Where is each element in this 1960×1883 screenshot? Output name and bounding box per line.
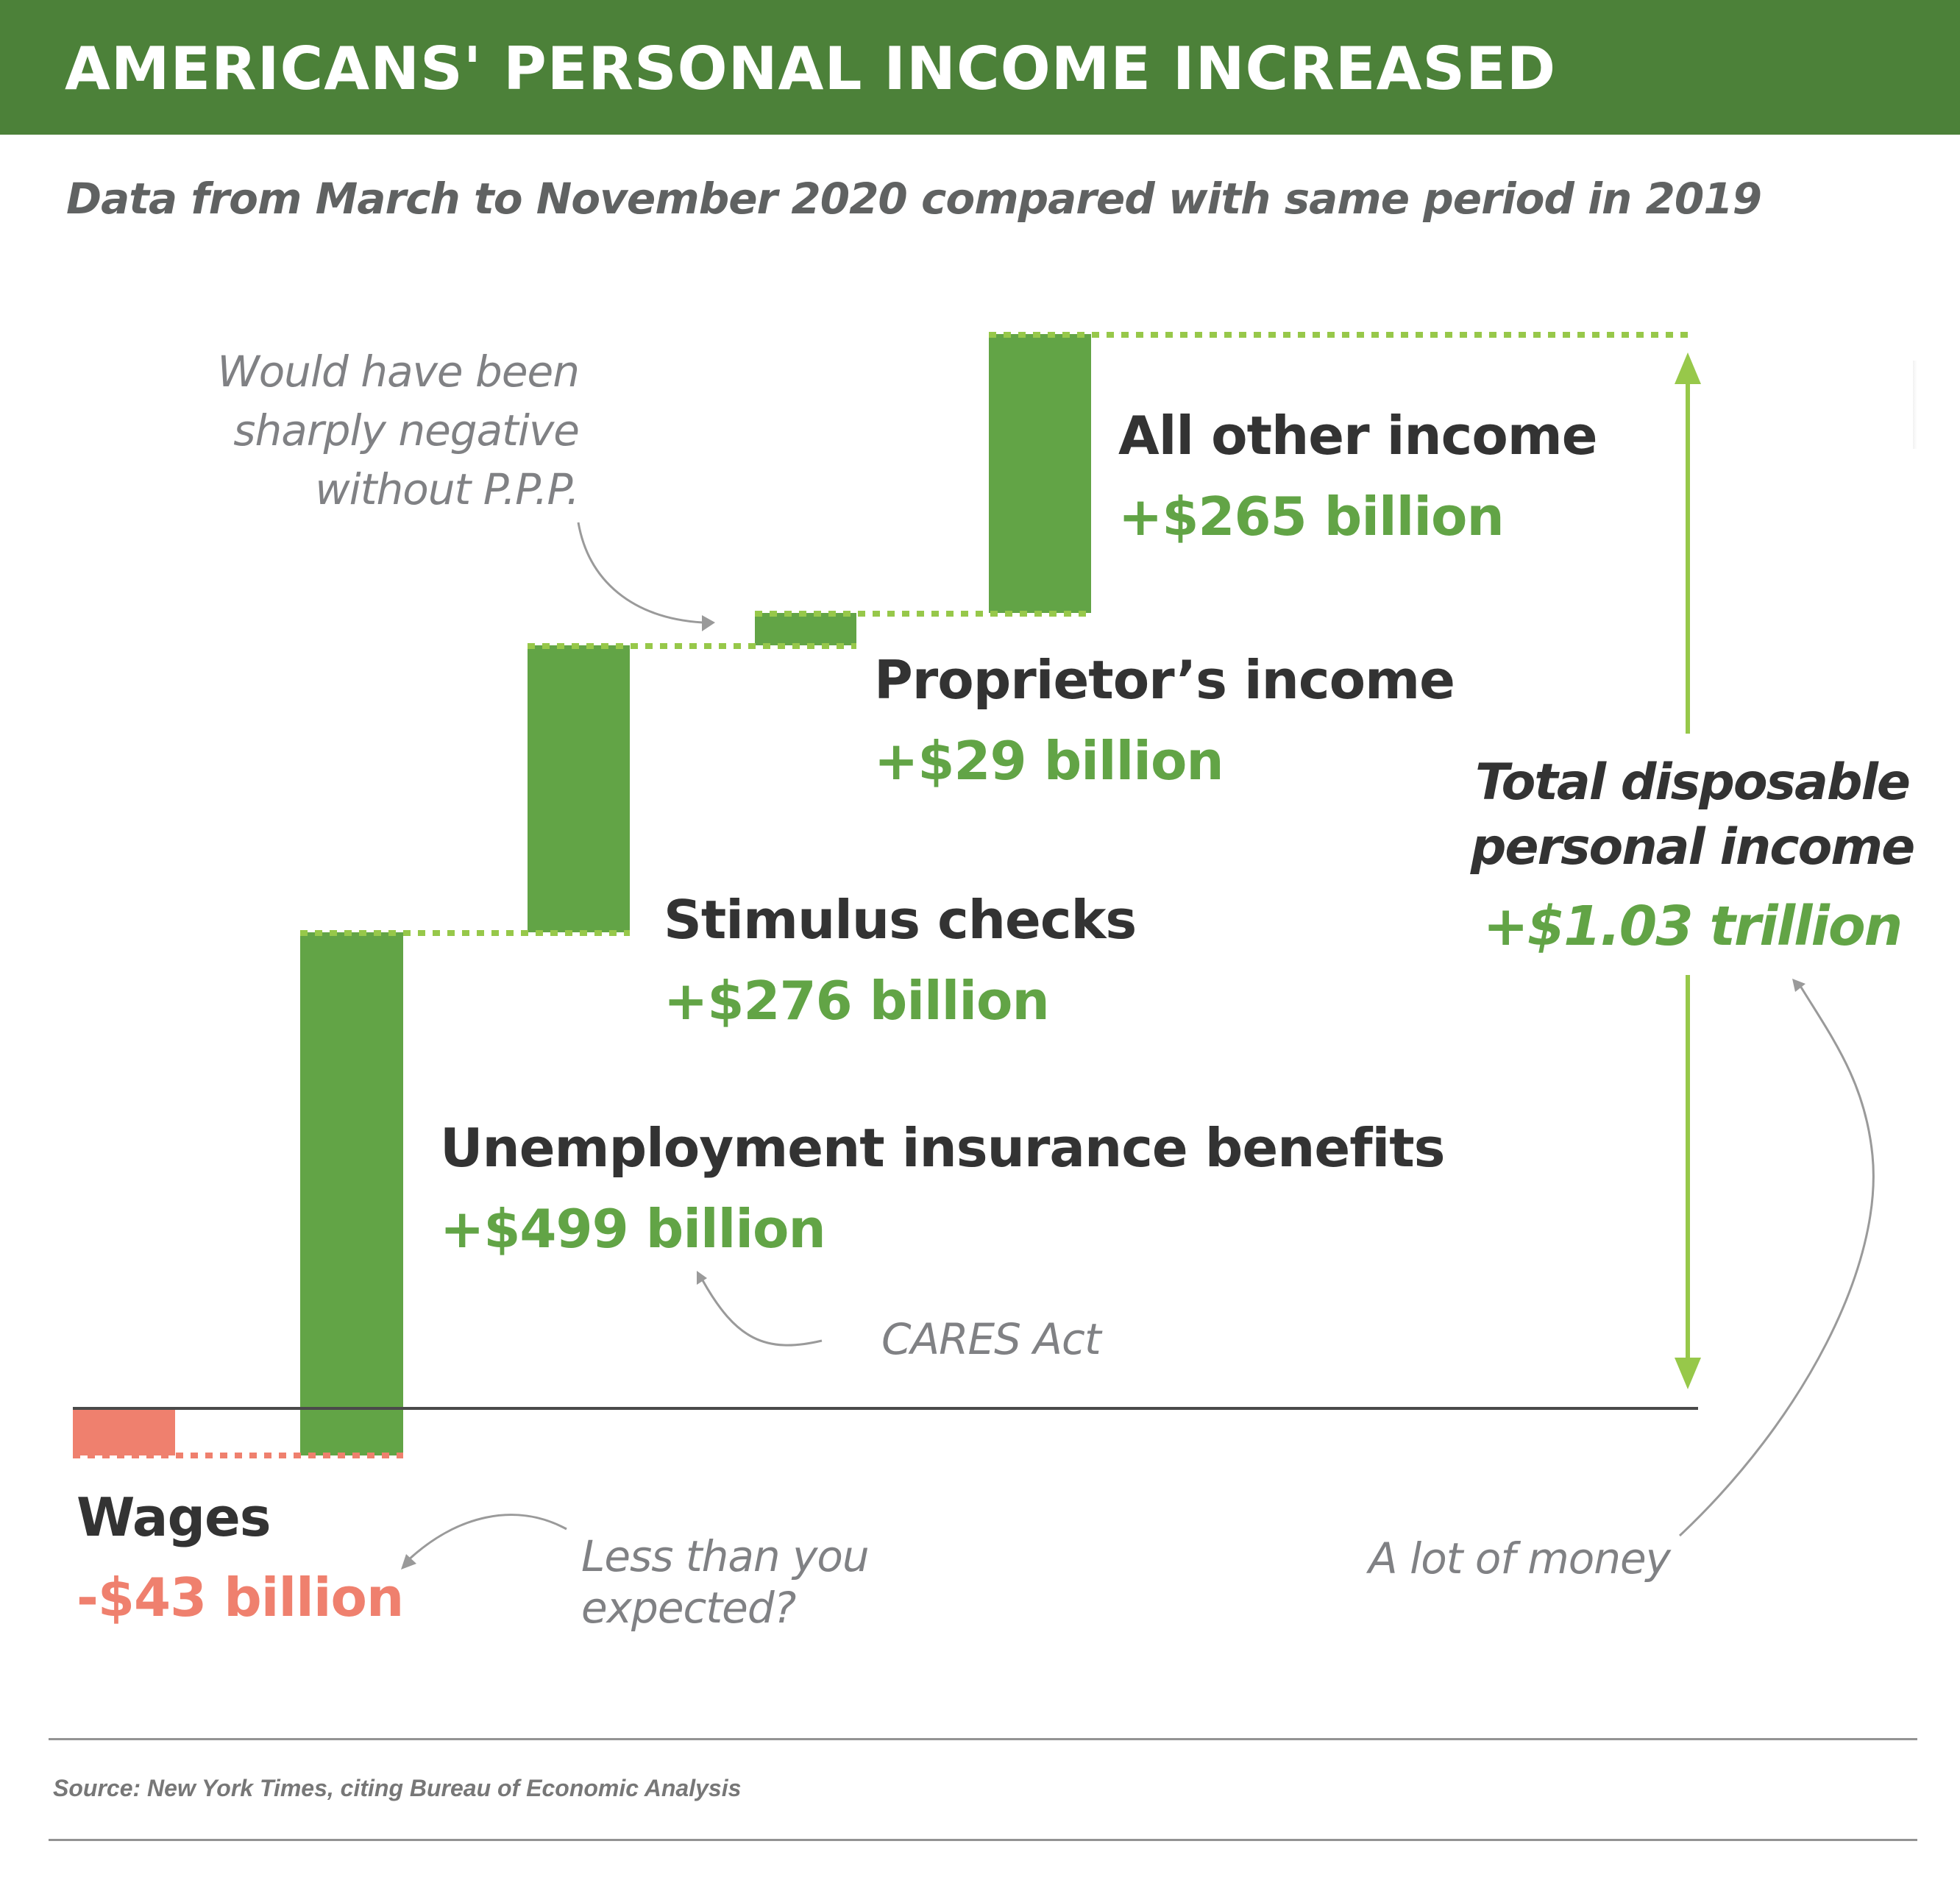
label-wages-value: -$43 billion [77,1567,404,1628]
annotation-ppp-line1: Would have been [217,347,580,397]
total-range-arrow-icon [1675,352,1701,1389]
annotation-cares: CARES Act [881,1314,1101,1364]
label-proprietors-value: +$29 billion [874,730,1224,792]
connector-unemployment [300,930,630,936]
label-unemployment-name: Unemployment insurance benefits [440,1117,1446,1179]
cares-annotation-arrow-icon [697,1271,823,1347]
label-unemployment-value: +$499 billion [440,1198,826,1260]
annotation-ppp-line3: without P.P.P. [315,464,580,514]
annotation-wages-line2: expected? [581,1583,796,1633]
label-stimulus-value: +$276 billion [664,970,1050,1032]
label-all-other-value: +$265 billion [1118,486,1505,547]
label-stimulus-name: Stimulus checks [664,889,1137,951]
total-annotation-arrow-icon [1678,979,1875,1537]
wages-annotation-arrow-icon [401,1514,567,1570]
annotation-total: A lot of money [1368,1533,1671,1584]
bar-all-other-income [989,334,1091,613]
source-note: Source: New York Times, citing Bureau of… [53,1775,742,1801]
total-label-line2: personal income [1470,818,1916,876]
annotation-wages-line1: Less than you [581,1531,870,1581]
connector-stimulus [528,643,856,649]
footer-rule-top [49,1738,1917,1740]
footer-rule-bottom [49,1839,1917,1841]
connector-proprietors [755,611,1091,617]
bar-unemployment-insurance [300,932,403,1455]
chart-title: AMERICANS' PERSONAL INCOME INCREASED [65,35,1557,103]
total-label-line1: Total disposable [1474,753,1911,812]
label-wages-name: Wages [77,1486,271,1548]
bar-proprietors-income [755,613,856,645]
edge-shadow [1913,361,1917,449]
title-banner: AMERICANS' PERSONAL INCOME INCREASED [0,0,1960,135]
annotation-ppp-line2: sharply negative [233,405,580,455]
chart-subtitle: Data from March to November 2020 compare… [66,174,1762,224]
bar-stimulus-checks [528,645,630,932]
label-all-other-name: All other income [1118,405,1598,467]
label-proprietors-name: Proprietor’s income [874,649,1455,711]
connector-total [989,332,1688,338]
total-value: +$1.03 trillion [1483,895,1903,958]
connector-wages [73,1453,403,1458]
ppp-annotation-arrow-icon [577,522,715,631]
bar-wages [73,1409,175,1455]
zero-baseline [73,1407,1698,1410]
